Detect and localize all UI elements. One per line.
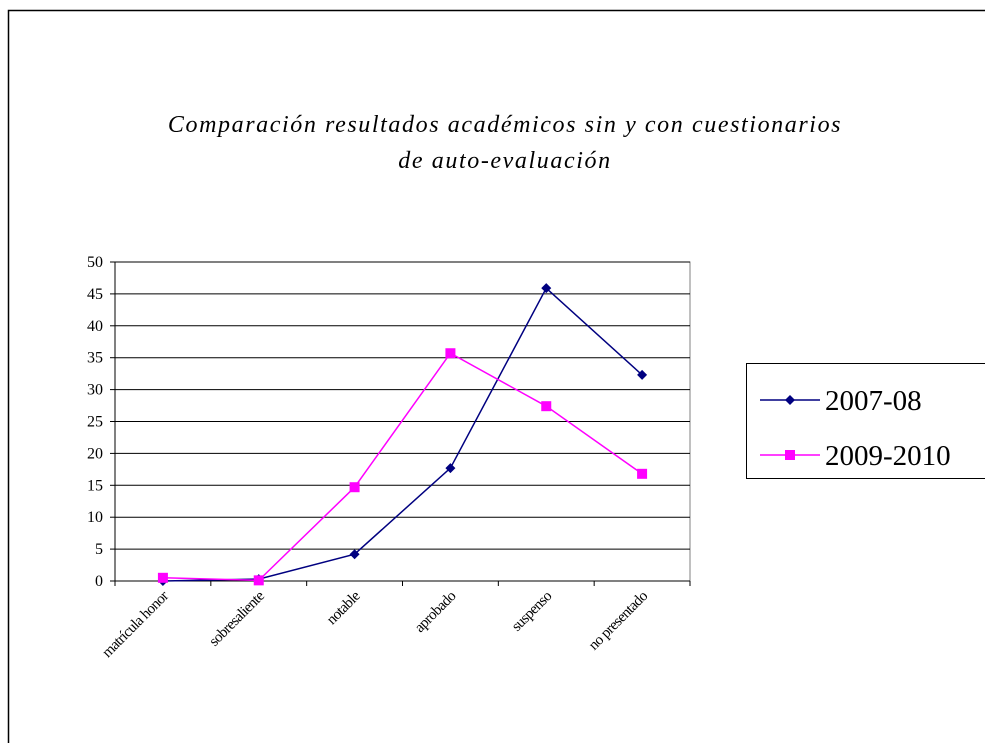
- x-tick-label: matrícula honor: [99, 588, 172, 661]
- marker: [637, 469, 647, 479]
- series-line: [163, 353, 642, 580]
- legend-label: 2009-2010: [825, 440, 951, 472]
- y-tick-label: 5: [95, 541, 103, 558]
- y-tick-label: 20: [87, 445, 103, 462]
- y-tick-label: 0: [95, 573, 103, 590]
- x-tick-label: no presentado: [586, 588, 651, 653]
- legend-marker: [785, 450, 795, 460]
- series-line: [163, 288, 642, 581]
- x-tick-label: aprobado: [412, 588, 459, 635]
- y-tick-label: 40: [87, 318, 103, 335]
- marker: [254, 575, 264, 585]
- marker: [350, 482, 360, 492]
- x-tick-label: notable: [324, 588, 364, 628]
- y-tick-label: 25: [87, 414, 103, 431]
- legend-label: 2007-08: [825, 385, 922, 417]
- marker: [445, 348, 455, 358]
- y-tick-label: 30: [87, 382, 103, 399]
- y-tick-label: 45: [87, 286, 103, 303]
- chart-title: Comparación resultados académicos sin y …: [168, 112, 842, 138]
- y-tick-label: 35: [87, 350, 103, 367]
- y-tick-label: 50: [87, 254, 103, 271]
- y-tick-label: 15: [87, 477, 103, 494]
- x-tick-label: suspenso: [509, 588, 555, 634]
- marker: [541, 401, 551, 411]
- y-tick-label: 10: [87, 509, 103, 526]
- chart-title: de auto-evaluación: [398, 148, 611, 174]
- x-tick-label: sobresaliente: [206, 588, 268, 650]
- marker: [158, 573, 168, 583]
